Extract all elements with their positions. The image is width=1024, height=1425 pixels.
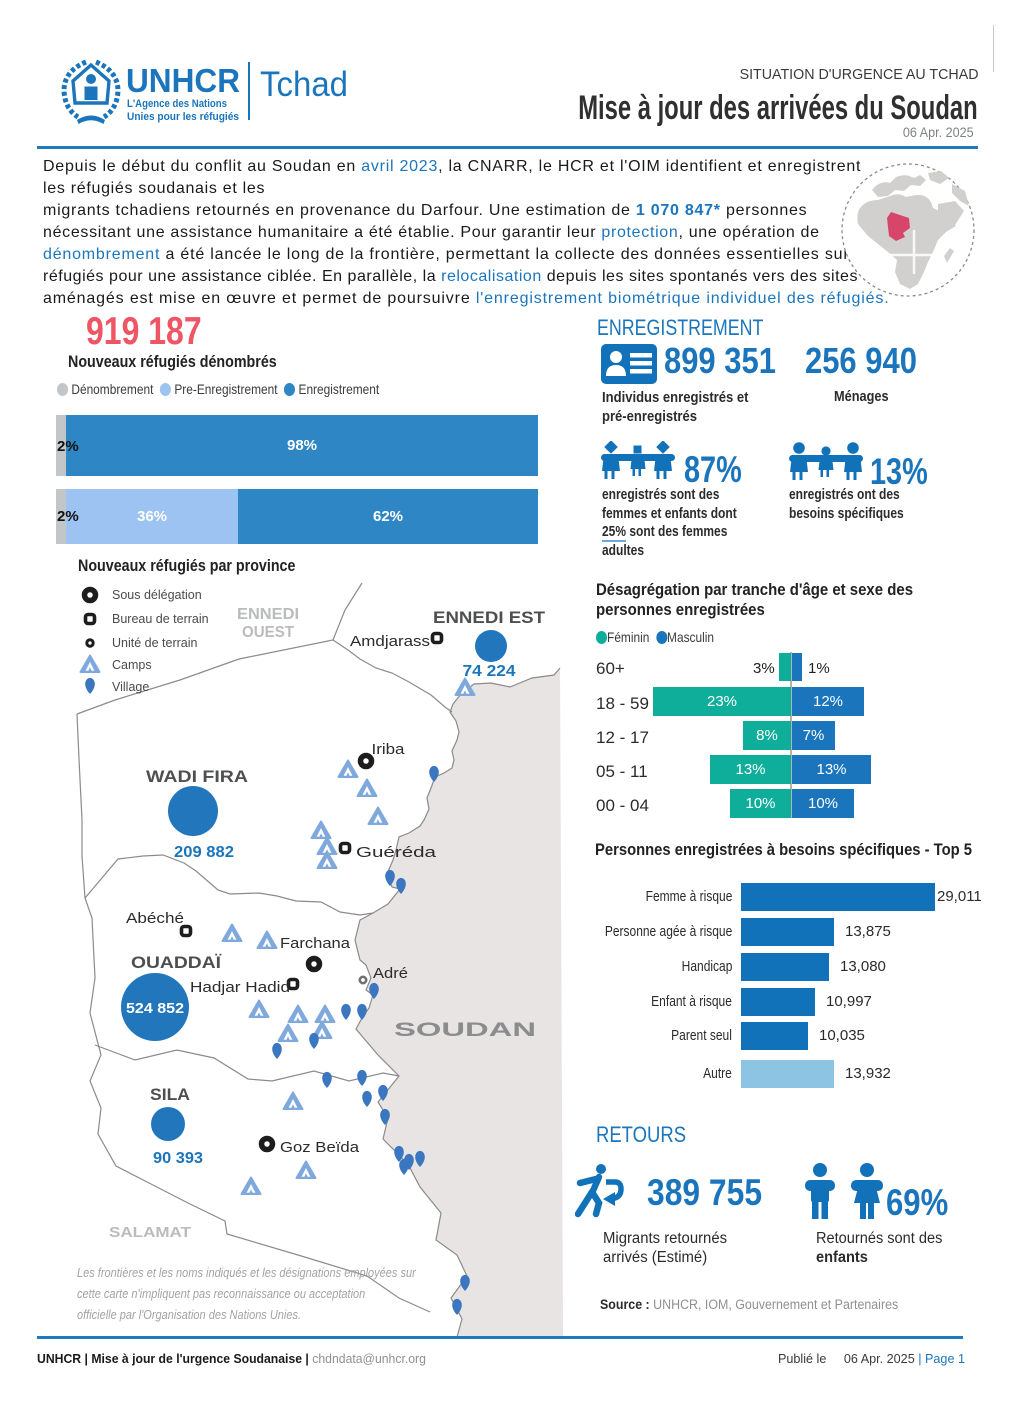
svg-text:Goz Beïda: Goz Beïda xyxy=(280,1140,360,1156)
svg-text:SALAMAT: SALAMAT xyxy=(109,1224,191,1241)
svg-text:ENNEDI: ENNEDI xyxy=(237,606,299,623)
svg-text:Adré: Adré xyxy=(373,966,408,982)
svg-text:WADI FIRA: WADI FIRA xyxy=(146,767,248,786)
svg-text:209 882: 209 882 xyxy=(174,844,234,861)
svg-text:Sous délégation: Sous délégation xyxy=(112,588,202,602)
svg-text:UNHCR: UNHCR xyxy=(126,62,240,99)
svg-text:OUADDAÏ: OUADDAÏ xyxy=(131,953,222,972)
svg-text:Unies pour les réfugiés: Unies pour les réfugiés xyxy=(127,111,239,123)
svg-text:L'Agence des Nations: L'Agence des Nations xyxy=(127,98,227,110)
svg-text:Amdjarass: Amdjarass xyxy=(350,634,430,650)
svg-text:Iriba: Iriba xyxy=(372,742,406,758)
svg-text:OUEST: OUEST xyxy=(242,624,294,641)
svg-text:Guéréda: Guéréda xyxy=(356,845,437,861)
svg-text:SOUDAN: SOUDAN xyxy=(394,1020,536,1041)
svg-text:SILA: SILA xyxy=(150,1085,190,1104)
svg-text:90 393: 90 393 xyxy=(153,1150,203,1167)
svg-text:ENNEDI EST: ENNEDI EST xyxy=(433,608,546,627)
svg-text:74 224: 74 224 xyxy=(463,663,516,680)
svg-text:524 852: 524 852 xyxy=(126,1000,184,1017)
svg-text:Bureau de terrain: Bureau de terrain xyxy=(112,612,209,626)
svg-text:Farchana: Farchana xyxy=(280,936,351,952)
svg-text:Tchad: Tchad xyxy=(260,65,348,104)
svg-text:Abéché: Abéché xyxy=(126,911,184,927)
svg-text:Village: Village xyxy=(112,680,149,694)
svg-text:Unité de terrain: Unité de terrain xyxy=(112,636,198,650)
svg-text:Camps: Camps xyxy=(112,658,152,672)
svg-text:Hadjar Hadid: Hadjar Hadid xyxy=(190,980,290,996)
